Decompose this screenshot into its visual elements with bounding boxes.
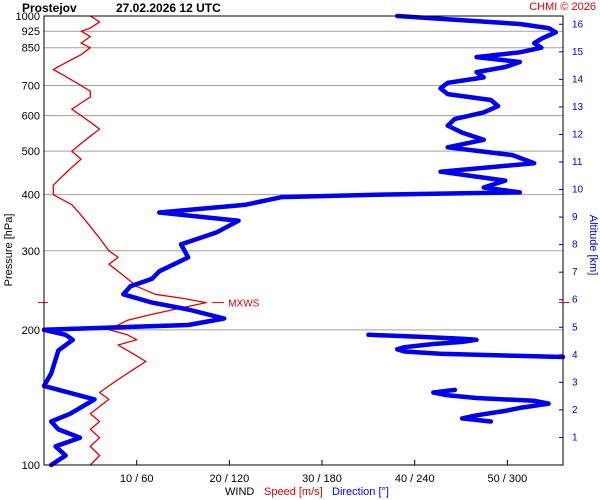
pressure-tick-925: 925 <box>22 26 40 38</box>
plot-frame <box>43 15 564 466</box>
pressure-tick-850: 850 <box>22 43 40 55</box>
altitude-tick-11: 11 <box>572 157 583 168</box>
speed-series-line <box>52 15 207 466</box>
altitude-tick-5: 5 <box>572 322 578 333</box>
altitude-tick-13: 13 <box>572 102 584 113</box>
y-axis-label: Pressure [hPa] <box>3 214 15 287</box>
wind-tick-40: 40 / 240 <box>395 473 435 485</box>
pressure-tick-400: 400 <box>22 190 40 202</box>
pressure-tick-200: 200 <box>22 325 40 337</box>
pressure-tick-labels: 100 200 300 400 500 600 700 850 925 1000 <box>16 11 40 472</box>
pressure-tick-1000: 1000 <box>16 11 40 23</box>
x-axis-label-wind: WIND <box>225 486 254 498</box>
x-axis-label-speed: Speed [m/s] <box>264 486 323 498</box>
altitude-tick-1: 1 <box>572 432 578 443</box>
altitude-tick-9: 9 <box>572 212 578 223</box>
pressure-tick-500: 500 <box>22 146 40 158</box>
altitude-tick-7: 7 <box>572 267 578 278</box>
altitude-tick-6: 6 <box>572 295 578 306</box>
pressure-tick-700: 700 <box>22 81 40 93</box>
altitude-tick-15: 15 <box>572 47 584 58</box>
wind-tick-30: 30 / 180 <box>302 473 342 485</box>
wind-tick-20: 20 / 120 <box>209 473 249 485</box>
pressure-tick-100: 100 <box>22 460 40 472</box>
pressure-tick-300: 300 <box>22 246 40 258</box>
altitude-tick-3: 3 <box>572 377 578 388</box>
x-axis-label-direction: Direction [°] <box>332 486 389 498</box>
right-axis-label: Altitude [km] <box>587 215 599 276</box>
wind-tick-labels: 10 / 60 20 / 120 30 / 180 40 / 240 50 / 300 <box>120 460 527 485</box>
altitude-tick-14: 14 <box>572 74 584 85</box>
direction-series-top <box>431 387 551 424</box>
series-layer: MXWS <box>38 13 569 468</box>
wind-tick-50: 50 / 300 <box>488 473 528 485</box>
datetime-title: 27.02.2026 12 UTC <box>116 1 221 15</box>
direction-series-upper <box>366 332 566 360</box>
altitude-tick-4: 4 <box>572 350 578 361</box>
altitude-tick-8: 8 <box>572 240 578 251</box>
direction-series-main <box>41 13 559 468</box>
pressure-tick-600: 600 <box>22 111 40 123</box>
altitude-tick-16: 16 <box>572 19 584 30</box>
copyright-label: CHMI © 2026 <box>529 1 596 13</box>
altitude-tick-2: 2 <box>572 405 578 416</box>
station-title: Prostejov <box>22 1 77 15</box>
altitude-tick-12: 12 <box>572 129 584 140</box>
altitude-tick-10: 10 <box>572 185 584 196</box>
mxws-annotation: MXWS <box>228 299 259 310</box>
wind-tick-10: 10 / 60 <box>120 473 154 485</box>
